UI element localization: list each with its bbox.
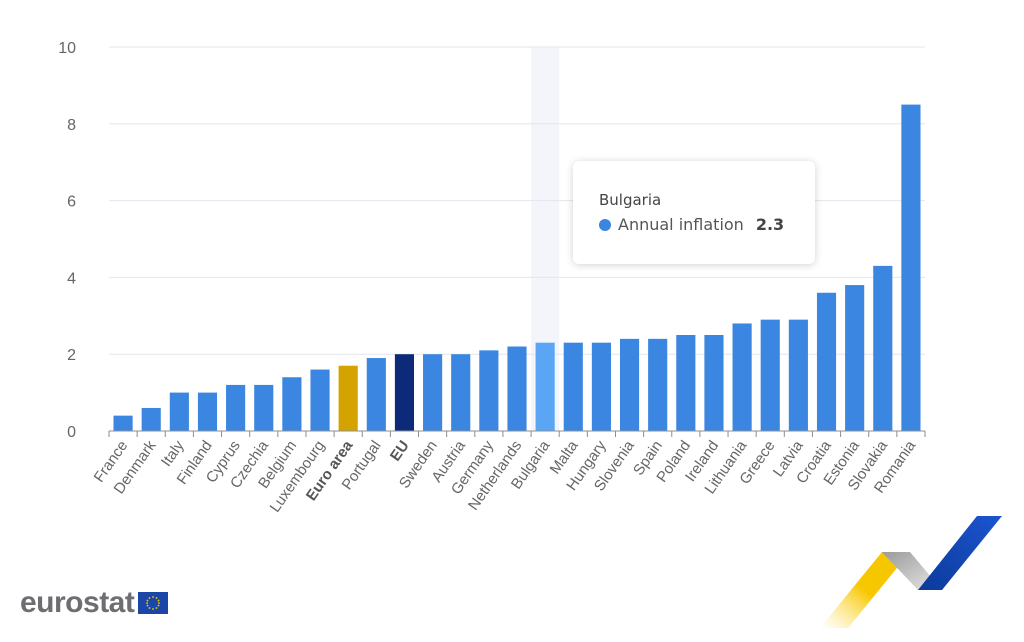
y-tick-label: 10 bbox=[58, 40, 76, 57]
eu-flag-icon bbox=[138, 592, 169, 614]
bar-lithuania[interactable] bbox=[732, 323, 752, 431]
y-tick-label: 2 bbox=[67, 347, 76, 364]
bar-france[interactable] bbox=[113, 415, 133, 431]
bar-denmark[interactable] bbox=[141, 407, 161, 431]
bar-romania[interactable] bbox=[901, 104, 921, 431]
bar-eu[interactable] bbox=[394, 354, 415, 431]
tooltip-title: Bulgaria bbox=[599, 191, 662, 209]
y-tick-label: 6 bbox=[67, 194, 76, 211]
bar-austria[interactable] bbox=[451, 354, 471, 431]
bar-italy[interactable] bbox=[169, 392, 189, 431]
bar-hungary[interactable] bbox=[591, 342, 611, 431]
bar-ireland[interactable] bbox=[704, 335, 724, 431]
bar-poland[interactable] bbox=[676, 335, 696, 431]
bar-germany[interactable] bbox=[479, 350, 499, 431]
tooltip-row: Annual inflation 2.3 bbox=[599, 215, 815, 234]
series-dot-icon bbox=[599, 218, 611, 231]
decorative-trend-ribbon-icon bbox=[820, 516, 1002, 628]
bar-sweden[interactable] bbox=[423, 354, 443, 431]
bar-malta[interactable] bbox=[563, 342, 583, 431]
bar-spain[interactable] bbox=[648, 338, 668, 431]
bar-euro-area[interactable] bbox=[338, 365, 358, 431]
bar-finland[interactable] bbox=[197, 392, 218, 431]
bar-luxembourg[interactable] bbox=[310, 369, 330, 431]
bar-estonia[interactable] bbox=[845, 285, 865, 431]
logo-text: eurostat bbox=[20, 586, 135, 619]
bar-netherlands[interactable] bbox=[507, 346, 527, 431]
bar-bulgaria[interactable] bbox=[535, 342, 555, 431]
eurostat-logo: eurostat bbox=[20, 586, 169, 619]
y-tick-label: 0 bbox=[67, 424, 76, 441]
bar-latvia[interactable] bbox=[788, 319, 808, 431]
chart-tooltip: Bulgaria Annual inflation 2.3 bbox=[573, 161, 815, 264]
x-tick-label: EU bbox=[387, 438, 413, 465]
y-tick-label: 4 bbox=[67, 270, 76, 287]
tooltip-value: 2.3 bbox=[755, 215, 785, 234]
y-tick-label: 8 bbox=[67, 117, 76, 134]
bar-croatia[interactable] bbox=[816, 292, 837, 431]
tooltip-series-label: Annual inflation bbox=[618, 215, 744, 234]
bar-portugal[interactable] bbox=[366, 358, 386, 431]
bar-slovakia[interactable] bbox=[873, 265, 893, 431]
bar-belgium[interactable] bbox=[282, 377, 302, 431]
bar-czechia[interactable] bbox=[254, 384, 274, 431]
bar-cyprus[interactable] bbox=[226, 384, 246, 431]
bar-slovenia[interactable] bbox=[619, 338, 640, 431]
bar-greece[interactable] bbox=[760, 319, 780, 431]
